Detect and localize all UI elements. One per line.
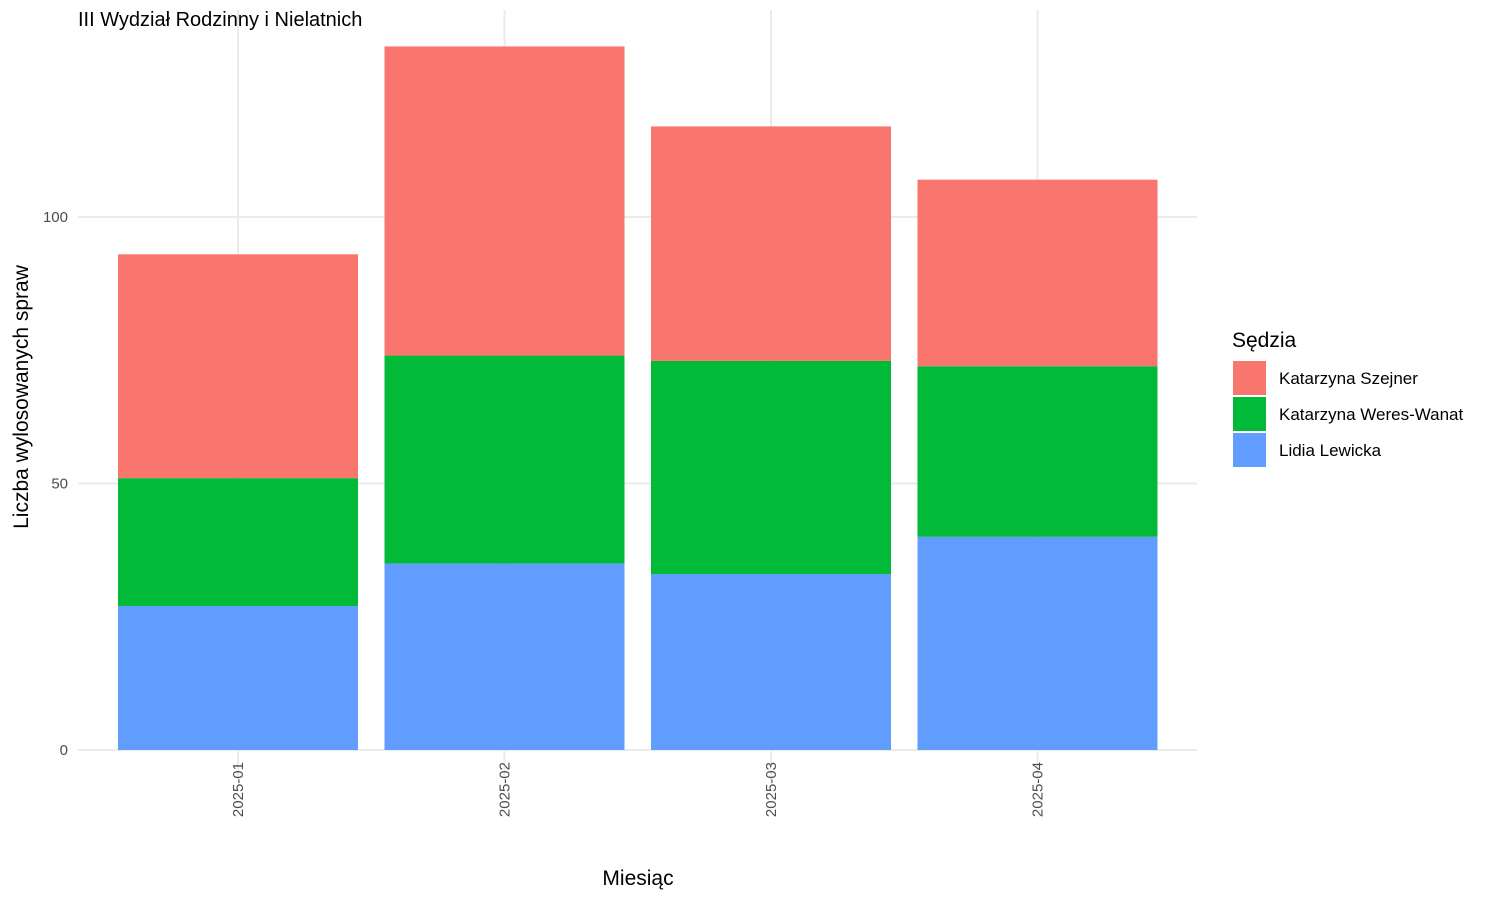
y-tick-label-0: 0: [60, 742, 68, 759]
bar-2025-02-katarzyna-szejner: [384, 46, 625, 356]
x-tick-label-2025-02: 2025-02: [497, 762, 514, 817]
bar-2025-02-katarzyna-weres-wanat: [384, 355, 625, 564]
legend-title: Sędzia: [1232, 329, 1297, 352]
legend-label-1: Katarzyna Weres-Wanat: [1279, 405, 1464, 424]
x-tick-label-2025-04: 2025-04: [1030, 762, 1047, 817]
bar-2025-01-lidia-lewicka: [118, 606, 358, 750]
legend-label-0: Katarzyna Szejner: [1279, 369, 1418, 388]
y-tick-label-100: 100: [43, 209, 68, 226]
y-axis-ticks: 0 50 100: [43, 209, 68, 759]
x-tick-label-2025-01: 2025-01: [230, 762, 247, 817]
x-tick-label-2025-03: 2025-03: [763, 762, 780, 817]
x-axis-ticks: 2025-01 2025-02 2025-03 2025-04: [230, 762, 1047, 817]
bar-2025-04-katarzyna-szejner: [917, 179, 1158, 367]
legend-swatch-2: [1233, 433, 1266, 467]
legend-swatch-0: [1233, 361, 1266, 395]
bar-2025-03-lidia-lewicka: [651, 574, 891, 750]
bar-2025-04-katarzyna-weres-wanat: [917, 366, 1158, 537]
bar-2025-04-lidia-lewicka: [917, 536, 1158, 750]
y-tick-label-50: 50: [51, 476, 68, 493]
chart-title: III Wydział Rodzinny i Nielatnich: [78, 9, 362, 31]
bars: [118, 46, 1158, 750]
bar-2025-03-katarzyna-szejner: [651, 126, 891, 361]
legend-label-2: Lidia Lewicka: [1279, 441, 1382, 460]
x-axis-title: Miesiąc: [602, 867, 673, 890]
legend-swatch-1: [1233, 397, 1266, 431]
bar-2025-03-katarzyna-weres-wanat: [651, 360, 891, 575]
legend: Sędzia Katarzyna Szejner Katarzyna Weres-…: [1232, 329, 1464, 467]
y-axis-title: Liczba wylosowanych spraw: [10, 264, 33, 529]
bar-2025-01-katarzyna-weres-wanat: [118, 478, 358, 607]
bar-2025-01-katarzyna-szejner: [118, 254, 358, 479]
bar-2025-02-lidia-lewicka: [384, 563, 625, 750]
